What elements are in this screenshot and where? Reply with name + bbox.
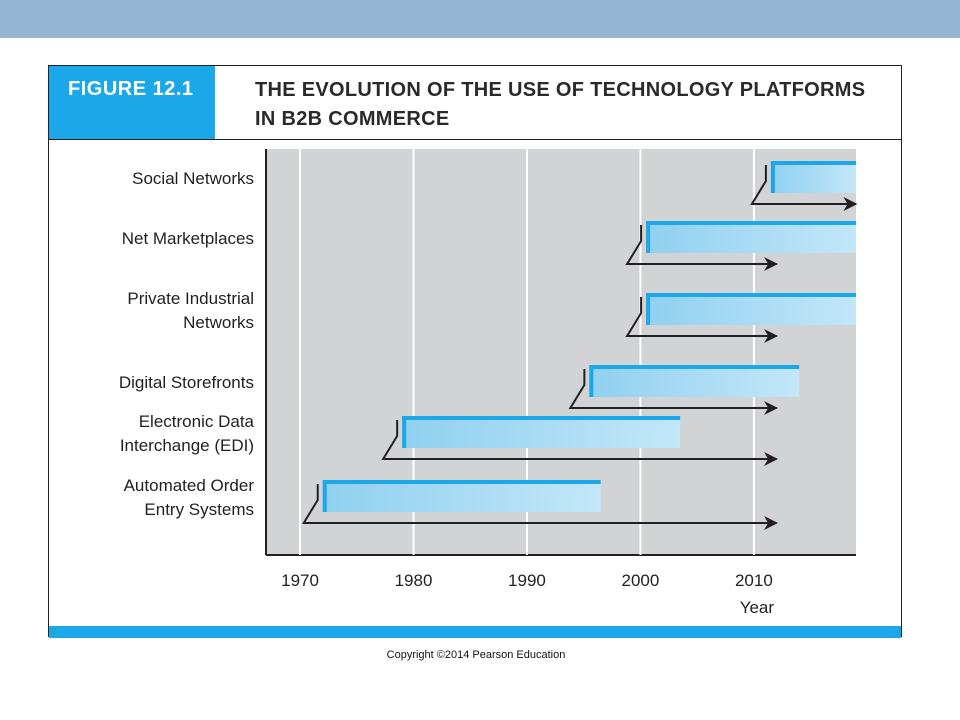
category-label: Private Industrial [127,289,254,308]
timeline-bar-top-edge [646,293,856,297]
figure-title-line-1: THE EVOLUTION OF THE USE OF TECHNOLOGY P… [255,79,866,101]
x-tick-label: 2000 [622,571,660,590]
timeline-bar-left-edge [589,365,594,397]
category-label: Social Networks [132,169,254,188]
timeline-bar-top-edge [402,416,681,420]
bars [301,161,858,530]
timeline-bar [646,293,856,325]
category-label: Digital Storefronts [119,373,254,392]
x-tick-label: 1980 [395,571,433,590]
timeline-arrow [381,420,778,466]
category-labels: Social Networks Net Marketplaces Private I… [119,169,255,519]
timeline-arrow [625,225,778,271]
timeline-row [750,161,858,211]
timeline-bar [402,416,681,448]
timeline-row [301,480,778,530]
timeline-row [625,221,856,271]
timeline-bar-top-edge [646,221,856,225]
category-label: Net Marketplaces [122,229,254,248]
category-label: Electronic Data [139,412,255,431]
timeline-arrow [568,369,778,415]
timeline-bar-top-edge [589,365,800,369]
figure-bottom-band [49,626,901,638]
timeline-bar-left-edge [402,416,407,448]
category-label: Entry Systems [144,500,254,519]
timeline-bar-left-edge [646,293,651,325]
figure-title-line-2: IN B2B COMMERCE [255,108,450,130]
figure-header: FIGURE 12.1 THE EVOLUTION OF THE USE OF … [49,66,901,140]
timeline-arrow [625,297,778,343]
x-axis-label: Year [740,598,775,617]
timeline-bar-top-edge [770,161,856,165]
category-label: Automated Order [124,476,255,495]
figure-title: THE EVOLUTION OF THE USE OF TECHNOLOGY P… [255,76,895,134]
x-tick-label: 2010 [735,571,773,590]
category-label: Interchange (EDI) [120,436,254,455]
top-accent-bar [0,0,960,38]
x-tick-labels: 1970 1980 1990 2000 2010 [281,571,773,590]
timeline-bar-left-edge [646,221,651,253]
category-label: Networks [183,313,254,332]
x-tick-label: 1970 [281,571,319,590]
timeline-arrow [301,484,778,530]
copyright-note: Copyright ©2014 Pearson Education [386,649,566,661]
timeline-chart: Social Networks Net Marketplaces Private I… [119,149,858,617]
timeline-bar-left-edge [322,480,327,512]
x-tick-label: 1990 [508,571,546,590]
timeline-bar-top-edge [322,480,601,484]
timeline-row [625,293,856,343]
timeline-bar-left-edge [770,161,775,193]
timeline-bar [646,221,856,253]
timeline-bar [322,480,601,512]
timeline-row [568,365,800,415]
timeline-row [381,416,778,466]
figure-label: FIGURE 12.1 [49,66,215,139]
timeline-bar [589,365,800,397]
timeline-bar [770,161,856,193]
timeline-arrow [750,165,858,211]
